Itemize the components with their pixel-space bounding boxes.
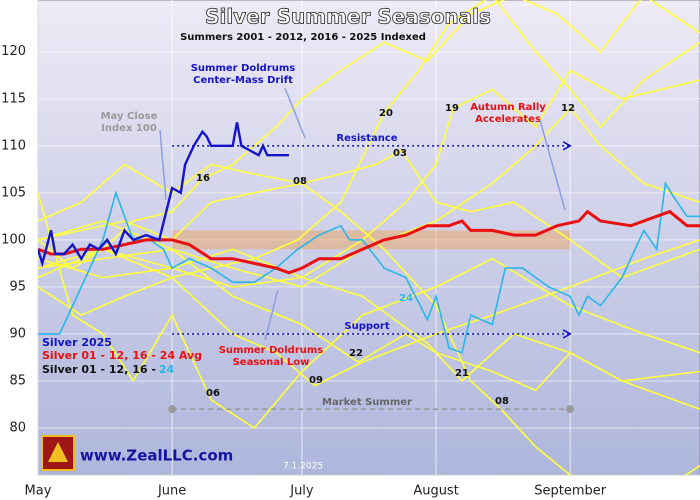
y-tick-label: 105 — [1, 185, 26, 200]
year-label: 08 — [495, 396, 509, 407]
y-tick-label: 100 — [1, 232, 26, 247]
legend-entry: 24 — [159, 363, 175, 376]
year-label: 06 — [206, 388, 220, 399]
reference-arrow — [562, 329, 572, 339]
yellow-line — [38, 239, 700, 387]
year-label: 03 — [393, 148, 407, 159]
legend-entry: Silver 2025 — [42, 336, 112, 349]
y-tick-label: 115 — [1, 91, 26, 106]
annotation: May Close — [101, 111, 158, 122]
date: 7.1.2025 — [283, 462, 323, 472]
annotation: Autumn Rally — [470, 102, 546, 113]
annotation: Center-Mass Drift — [193, 75, 293, 86]
y-tick-label: 85 — [9, 373, 26, 388]
y-tick-label: 120 — [1, 44, 26, 59]
year-label: 12 — [561, 103, 575, 114]
reference-label: Resistance — [336, 133, 397, 144]
x-tick-label: July — [289, 484, 314, 499]
legend-entry: Silver 01 - 12, 16 - 24 Avg — [42, 349, 202, 362]
index-band — [172, 230, 571, 250]
year-label: 09 — [309, 375, 323, 386]
logo-mark — [48, 442, 68, 462]
y-tick-label: 90 — [9, 326, 26, 341]
annotation: Accelerates — [475, 114, 541, 125]
reference-label: Support — [344, 321, 389, 332]
year-label: 16 — [196, 173, 210, 184]
website: www.ZealLLC.com — [80, 447, 233, 465]
yellow-line — [38, 248, 700, 410]
annotation: Summer Doldrums — [191, 63, 296, 74]
reference-end — [566, 405, 575, 414]
legend-entry: Silver 01 - 12, 16 - — [42, 363, 156, 376]
year-label: 21 — [455, 368, 469, 379]
x-tick-label: September — [534, 484, 607, 499]
y-tick-label: 95 — [9, 279, 26, 294]
y-tick-label: 80 — [9, 420, 26, 435]
x-tick-label: June — [157, 484, 186, 499]
chart-title: Silver Summer Seasonals — [205, 5, 491, 29]
yellow-line — [38, 163, 700, 475]
annotation: Index 100 — [101, 123, 157, 134]
series-line — [38, 122, 289, 268]
x-tick-label: May — [25, 484, 52, 499]
year-label: 24 — [399, 293, 413, 304]
year-label: 22 — [349, 348, 363, 359]
reference-arrow — [562, 141, 572, 151]
x-tick-label: August — [413, 484, 459, 499]
chart-subtitle: Summers 2001 - 2012, 2016 - 2025 Indexed — [180, 32, 426, 43]
y-tick-label: 110 — [1, 138, 26, 153]
reference-label: Market Summer — [322, 397, 412, 408]
yellow-line — [38, 69, 700, 288]
series-line — [38, 181, 700, 354]
annotation: Summer Doldrums — [219, 345, 324, 356]
reference-end — [168, 405, 177, 414]
annotation: Seasonal Low — [233, 357, 310, 368]
series-line — [38, 209, 700, 275]
year-label: 20 — [379, 108, 393, 119]
yellow-line — [38, 0, 700, 317]
year-label: 08 — [293, 176, 307, 187]
yellow-line — [38, 149, 700, 279]
plot-area — [37, 0, 700, 476]
arrow — [159, 87, 566, 341]
year-label: 19 — [445, 103, 459, 114]
yellow-line — [38, 192, 700, 430]
